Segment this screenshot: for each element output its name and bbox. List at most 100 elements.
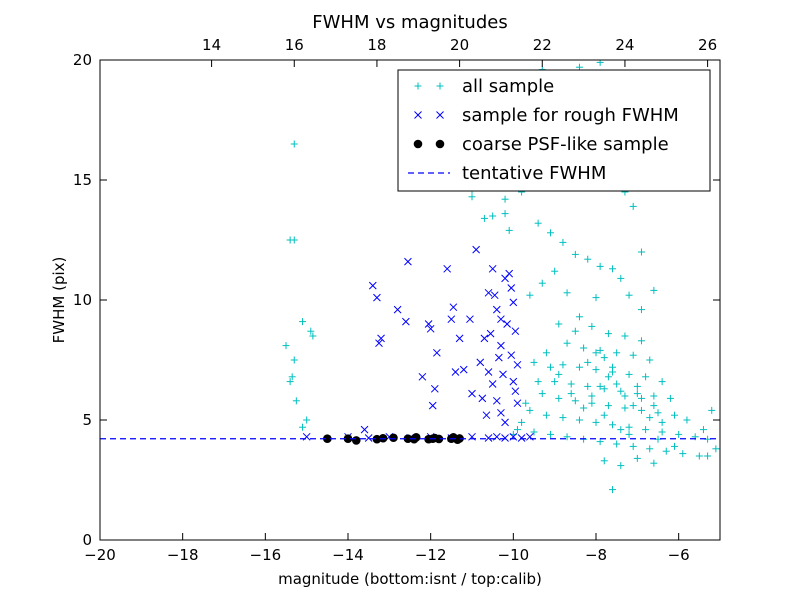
sample-point	[480, 214, 488, 222]
rough-point	[364, 434, 373, 442]
rough-point-b	[492, 396, 501, 405]
plot-area	[100, 60, 720, 494]
rough-point-b	[428, 401, 437, 410]
rough-point	[490, 291, 499, 300]
rough-point-b	[501, 274, 509, 283]
sample-point	[584, 358, 592, 366]
sample-point	[299, 318, 307, 326]
rough-point	[497, 408, 505, 417]
rough-point-b	[490, 291, 499, 300]
rough-point	[492, 396, 501, 405]
sample-point	[604, 373, 612, 381]
sample-point	[282, 342, 290, 350]
sample-point	[650, 459, 658, 467]
rough-point	[375, 339, 383, 348]
rough-point	[360, 425, 369, 434]
rough-point-b	[503, 320, 511, 328]
x-tick-label: −6	[668, 546, 690, 564]
x-tick-label: −8	[585, 546, 607, 564]
rough-point	[497, 341, 505, 350]
sample-point	[650, 286, 658, 294]
sample-point	[617, 426, 625, 434]
rough-point	[509, 377, 518, 386]
rough-point	[501, 274, 509, 283]
rough-point-b	[451, 368, 460, 376]
rough-point-b	[517, 434, 526, 442]
sample-point	[671, 442, 679, 450]
sample-point	[699, 426, 707, 434]
sample-point	[708, 406, 716, 414]
rough-point	[513, 399, 522, 408]
sample-point	[547, 229, 555, 237]
sample-point	[518, 418, 526, 426]
y-tick-label: 5	[82, 411, 92, 429]
sample-point	[646, 414, 654, 422]
series-all-sample	[282, 60, 720, 494]
rough-point	[373, 293, 381, 302]
rough-point-b	[513, 399, 522, 408]
sample-point	[650, 402, 658, 410]
legend-label: all sample	[462, 76, 554, 97]
sample-point	[666, 394, 674, 402]
rough-point-b	[468, 389, 476, 398]
sample-point	[609, 363, 617, 371]
rough-point-b	[497, 341, 505, 350]
rough-point-b	[449, 303, 458, 312]
sample-point	[617, 274, 625, 282]
sample-point	[563, 433, 571, 441]
top-tick-label: 24	[615, 36, 634, 54]
psf-point	[343, 434, 353, 444]
sample-point	[671, 411, 679, 419]
rough-point-b	[488, 264, 497, 273]
rough-point	[484, 434, 493, 442]
top-tick-label: 20	[450, 36, 469, 54]
sample-point	[637, 406, 645, 414]
sample-point	[633, 454, 641, 462]
rough-point-b	[472, 245, 480, 254]
x-axis-title: magnitude (bottom:isnt / top:calib)	[278, 570, 542, 588]
rough-point	[476, 358, 485, 367]
sample-point	[588, 322, 596, 330]
rough-point-b	[497, 315, 505, 324]
sample-point	[571, 397, 579, 405]
sample-point	[596, 382, 604, 390]
sample-point	[662, 447, 670, 455]
sample-point	[600, 457, 608, 465]
sample-point	[571, 250, 579, 258]
sample-point	[538, 279, 546, 287]
sample-point	[522, 399, 530, 407]
rough-point	[428, 401, 437, 410]
rough-point-b	[424, 320, 433, 328]
sample-point	[592, 294, 600, 302]
sample-point	[621, 392, 629, 400]
rough-point	[488, 264, 497, 273]
x-tick-label: −20	[84, 546, 116, 564]
rough-point	[459, 365, 468, 374]
sample-point	[501, 210, 509, 218]
rough-point-b	[480, 334, 489, 343]
rough-point-b	[364, 434, 373, 442]
sample-point	[683, 416, 691, 424]
legend-label: tentative FWHM	[462, 163, 606, 184]
sample-point	[592, 366, 600, 374]
rough-point-b	[368, 281, 377, 290]
sample-point	[299, 423, 307, 431]
sample-point	[555, 394, 563, 402]
rough-point-b	[526, 432, 534, 441]
legend-item: sample for rough FWHM	[414, 105, 679, 126]
rough-point	[482, 411, 491, 420]
rough-point-b	[507, 351, 516, 360]
rough-point	[484, 288, 493, 297]
rough-point	[404, 257, 412, 266]
sample-point	[658, 418, 666, 426]
sample-point	[621, 332, 629, 340]
sample-point	[609, 265, 617, 273]
psf-point	[323, 434, 332, 444]
sample-point	[551, 267, 559, 275]
rough-point-b	[468, 432, 476, 441]
sample-point	[646, 445, 654, 453]
sample-point	[588, 399, 596, 407]
rough-point-b	[488, 380, 497, 388]
rough-point	[513, 360, 522, 369]
rough-point	[443, 264, 452, 273]
